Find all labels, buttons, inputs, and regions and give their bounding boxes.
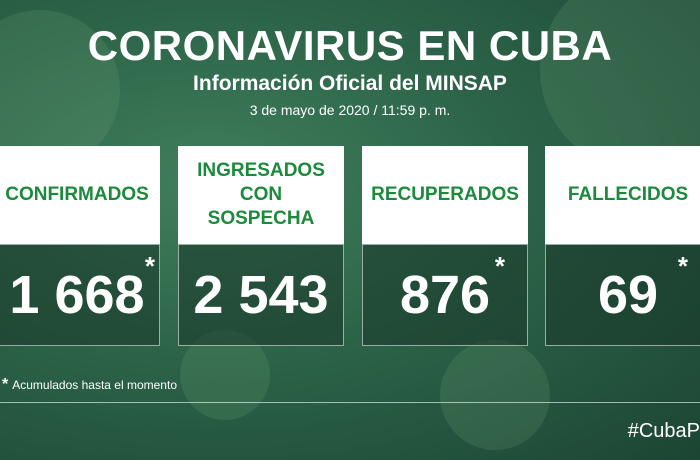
card-note: * [677,251,688,281]
virus-decoration [440,340,550,450]
stat-card: CONFIRMADOS 1 668 * [0,146,160,346]
card-label: RECUPERADOS [362,146,528,244]
divider [0,402,700,403]
footnote-text: Acumulados hasta el momento [12,378,177,392]
value-box: 69 * [545,244,700,346]
value-box: 876 * [362,244,528,346]
card-label: CONFIRMADOS [0,146,160,244]
card-value: 1 668 [9,265,145,325]
subtitle: Información Oficial del MINSAP [193,72,507,95]
card-value: 876 [399,265,491,325]
card-value: 2 543 [193,265,329,325]
card-note: * [494,251,505,281]
card-label: INGRESADOS CON SOSPECHA [178,146,344,244]
stat-card: INGRESADOS CON SOSPECHA 2 543 [178,146,344,346]
card-note: * [144,251,155,281]
date: 3 de mayo de 2020 / 11:59 p. m. [249,102,451,118]
footnote-mark: * [2,376,9,393]
title: CORONAVIRUS EN CUBA [87,22,613,69]
card-value: 69 [597,265,659,325]
stat-card: FALLECIDOS 69 * [545,146,700,346]
hashtag: #CubaP [627,420,700,442]
value-box: 1 668 * [0,244,160,346]
footnote: * Acumulados hasta el momento [2,376,177,394]
card-label: FALLECIDOS [545,146,700,244]
stat-card: RECUPERADOS 876 * [362,146,528,346]
value-box: 2 543 [178,244,344,346]
